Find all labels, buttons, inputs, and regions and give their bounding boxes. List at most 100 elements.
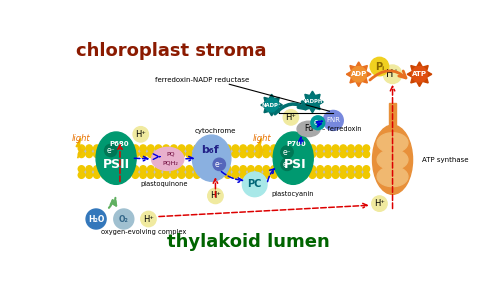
Ellipse shape bbox=[372, 125, 412, 194]
Circle shape bbox=[270, 145, 277, 151]
Circle shape bbox=[194, 166, 200, 172]
Circle shape bbox=[332, 172, 339, 178]
Polygon shape bbox=[261, 94, 282, 116]
Circle shape bbox=[148, 151, 154, 158]
Circle shape bbox=[86, 209, 106, 229]
Circle shape bbox=[102, 151, 108, 158]
Circle shape bbox=[102, 172, 108, 178]
Circle shape bbox=[240, 166, 246, 172]
Text: ferredoxin-NADP reductase: ferredoxin-NADP reductase bbox=[155, 78, 250, 84]
Circle shape bbox=[309, 172, 316, 178]
Circle shape bbox=[224, 172, 231, 178]
Circle shape bbox=[286, 145, 292, 151]
Circle shape bbox=[208, 188, 223, 203]
Ellipse shape bbox=[192, 135, 231, 181]
Circle shape bbox=[194, 151, 200, 158]
Circle shape bbox=[209, 151, 216, 158]
Text: FNR: FNR bbox=[326, 117, 340, 123]
Circle shape bbox=[155, 145, 162, 151]
Text: e⁻: e⁻ bbox=[282, 160, 292, 169]
Text: e⁻: e⁻ bbox=[282, 148, 292, 156]
Circle shape bbox=[340, 172, 346, 178]
Circle shape bbox=[141, 211, 156, 227]
Circle shape bbox=[281, 146, 293, 158]
Circle shape bbox=[109, 172, 116, 178]
Circle shape bbox=[270, 172, 277, 178]
Circle shape bbox=[348, 151, 354, 158]
Text: H⁺: H⁺ bbox=[143, 215, 154, 223]
Circle shape bbox=[102, 166, 108, 172]
Text: H₂O: H₂O bbox=[88, 215, 104, 223]
Circle shape bbox=[263, 151, 270, 158]
Circle shape bbox=[340, 166, 346, 172]
Circle shape bbox=[140, 166, 146, 172]
Circle shape bbox=[306, 95, 320, 109]
Circle shape bbox=[202, 145, 208, 151]
Circle shape bbox=[332, 145, 339, 151]
Circle shape bbox=[332, 166, 339, 172]
Circle shape bbox=[281, 158, 293, 170]
Circle shape bbox=[224, 166, 231, 172]
Circle shape bbox=[348, 166, 354, 172]
Polygon shape bbox=[76, 138, 83, 158]
Circle shape bbox=[356, 166, 362, 172]
Circle shape bbox=[178, 172, 185, 178]
Circle shape bbox=[324, 172, 331, 178]
Text: ATP: ATP bbox=[412, 71, 427, 77]
Circle shape bbox=[170, 166, 177, 172]
Circle shape bbox=[278, 151, 285, 158]
Circle shape bbox=[286, 166, 292, 172]
Bar bbox=[388, 103, 396, 148]
Circle shape bbox=[340, 145, 346, 151]
Text: P680: P680 bbox=[110, 141, 129, 147]
Circle shape bbox=[242, 172, 267, 197]
Circle shape bbox=[94, 151, 100, 158]
Circle shape bbox=[109, 166, 116, 172]
Circle shape bbox=[351, 66, 366, 82]
Circle shape bbox=[278, 172, 285, 178]
Circle shape bbox=[240, 145, 246, 151]
Circle shape bbox=[294, 172, 300, 178]
Circle shape bbox=[356, 145, 362, 151]
Circle shape bbox=[163, 145, 170, 151]
Circle shape bbox=[217, 166, 224, 172]
Circle shape bbox=[232, 172, 238, 178]
Circle shape bbox=[86, 166, 92, 172]
Circle shape bbox=[363, 166, 370, 172]
Circle shape bbox=[311, 116, 325, 130]
Circle shape bbox=[248, 172, 254, 178]
Circle shape bbox=[384, 65, 402, 84]
Text: chloroplast stroma: chloroplast stroma bbox=[76, 42, 267, 60]
Circle shape bbox=[109, 151, 116, 158]
Circle shape bbox=[186, 151, 192, 158]
Text: ADP: ADP bbox=[350, 71, 367, 77]
Circle shape bbox=[317, 145, 324, 151]
Text: ATP synthase: ATP synthase bbox=[422, 157, 469, 163]
Circle shape bbox=[286, 172, 292, 178]
Circle shape bbox=[256, 172, 262, 178]
Polygon shape bbox=[302, 91, 323, 113]
Text: PSII: PSII bbox=[102, 158, 130, 171]
Circle shape bbox=[270, 166, 277, 172]
Text: e⁻: e⁻ bbox=[106, 146, 115, 155]
Circle shape bbox=[248, 145, 254, 151]
Text: H⁺: H⁺ bbox=[286, 113, 296, 122]
Circle shape bbox=[278, 145, 285, 151]
Circle shape bbox=[132, 172, 138, 178]
Circle shape bbox=[194, 145, 200, 151]
Text: oxygen-evolving complex: oxygen-evolving complex bbox=[100, 229, 186, 235]
Text: thylakoid lumen: thylakoid lumen bbox=[167, 233, 330, 251]
Circle shape bbox=[302, 166, 308, 172]
Text: PQ: PQ bbox=[166, 152, 175, 157]
Circle shape bbox=[213, 158, 226, 170]
Circle shape bbox=[202, 172, 208, 178]
Circle shape bbox=[163, 172, 170, 178]
Circle shape bbox=[140, 172, 146, 178]
Text: H⁺: H⁺ bbox=[210, 192, 221, 200]
Circle shape bbox=[186, 166, 192, 172]
Circle shape bbox=[217, 151, 224, 158]
Circle shape bbox=[116, 172, 123, 178]
Circle shape bbox=[170, 172, 177, 178]
Ellipse shape bbox=[152, 147, 184, 170]
Text: O₂: O₂ bbox=[119, 215, 128, 223]
